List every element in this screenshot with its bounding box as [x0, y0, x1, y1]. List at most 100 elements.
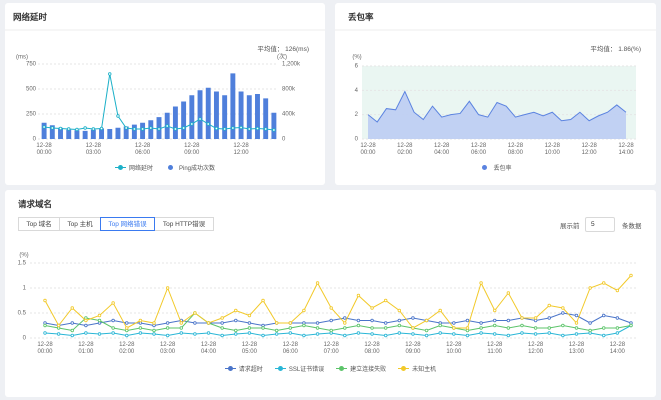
legend-label: 丢包率 — [493, 166, 512, 172]
point — [588, 328, 592, 333]
point — [70, 321, 74, 325]
point — [50, 126, 55, 130]
point — [288, 326, 293, 330]
point — [411, 316, 415, 320]
bar — [197, 90, 203, 139]
bar — [58, 127, 63, 139]
point — [255, 126, 260, 131]
point — [493, 318, 497, 323]
bar — [213, 91, 219, 139]
point — [149, 126, 153, 130]
bar — [238, 91, 244, 139]
legend-item: 建立连接失败 — [336, 364, 386, 373]
point — [214, 126, 219, 131]
point — [356, 331, 361, 335]
series-line — [44, 312, 632, 327]
x-tick-label: 12-28 12:00 — [527, 342, 544, 355]
point — [125, 333, 129, 338]
point — [274, 332, 279, 336]
legend-swatch — [398, 365, 410, 371]
point — [234, 332, 238, 336]
tab[interactable]: Top 网络错误 — [100, 217, 155, 231]
point — [520, 323, 524, 328]
legend-dot — [339, 365, 345, 371]
point — [43, 323, 47, 328]
x-tick-label: 12-28 06:00 — [134, 143, 151, 156]
y-tick-label: 1,200k — [282, 62, 301, 68]
tab[interactable]: Top 域名 — [18, 217, 60, 231]
point — [479, 326, 483, 330]
point — [520, 331, 524, 335]
point — [220, 326, 224, 330]
point — [602, 281, 606, 285]
count-input[interactable]: 5 — [585, 217, 615, 232]
point — [97, 313, 102, 318]
point — [83, 126, 87, 130]
point — [452, 332, 456, 336]
point — [506, 326, 511, 330]
point — [561, 323, 565, 328]
point — [152, 321, 156, 325]
point — [424, 333, 429, 338]
x-tick-label: 12-28 06:00 — [470, 143, 487, 156]
point — [479, 321, 483, 325]
point — [138, 326, 143, 330]
point — [231, 126, 235, 130]
point — [615, 316, 620, 320]
point — [239, 125, 243, 130]
legend: 请求超时 SSL证书错误 建立连接失败 未知主机 — [5, 364, 656, 373]
point — [111, 318, 115, 323]
point — [70, 328, 74, 333]
point — [206, 321, 211, 325]
point — [588, 321, 592, 325]
legend-item: 请求超时 — [224, 364, 263, 373]
point — [247, 313, 252, 318]
bar — [205, 87, 211, 139]
point — [206, 331, 211, 335]
series-line — [44, 325, 632, 337]
y-tick-label: 0 — [23, 336, 27, 342]
point — [356, 293, 361, 298]
point — [247, 331, 252, 335]
bar — [123, 126, 129, 139]
point — [506, 291, 511, 295]
x-tick-label: 12-28 07:00 — [323, 342, 339, 355]
point — [547, 316, 551, 320]
point — [329, 328, 333, 333]
bar — [74, 130, 80, 139]
bar — [189, 95, 195, 139]
y-tick-label: 1 — [23, 286, 27, 292]
bar — [263, 98, 269, 139]
axis-unit: (%) — [352, 55, 361, 61]
point — [493, 308, 497, 313]
bar — [99, 128, 105, 139]
x-tick-label: 12-28 05:00 — [241, 342, 258, 355]
axis-unit: (%) — [19, 253, 28, 259]
point — [274, 321, 279, 325]
point — [157, 127, 161, 131]
point — [263, 127, 268, 131]
bar — [271, 112, 277, 139]
point — [234, 328, 238, 333]
point — [520, 316, 524, 320]
y-tick-label: 0 — [355, 137, 359, 143]
point — [479, 281, 483, 285]
point — [343, 333, 347, 338]
legend-item: 丢包率 — [479, 163, 512, 172]
point — [97, 332, 102, 336]
tab[interactable]: Top 主机 — [59, 217, 101, 231]
point — [116, 114, 120, 118]
bar — [115, 127, 121, 139]
summary: 平均值： 126(ms) — [257, 46, 309, 53]
point — [574, 313, 579, 318]
point — [43, 298, 47, 303]
point — [493, 332, 497, 336]
point — [315, 321, 320, 325]
tab[interactable]: Top HTTP错误 — [154, 217, 214, 231]
point — [99, 126, 104, 131]
point — [493, 323, 497, 328]
point — [58, 126, 63, 131]
point — [615, 288, 620, 293]
point — [152, 332, 156, 336]
legend-swatch — [224, 365, 236, 371]
